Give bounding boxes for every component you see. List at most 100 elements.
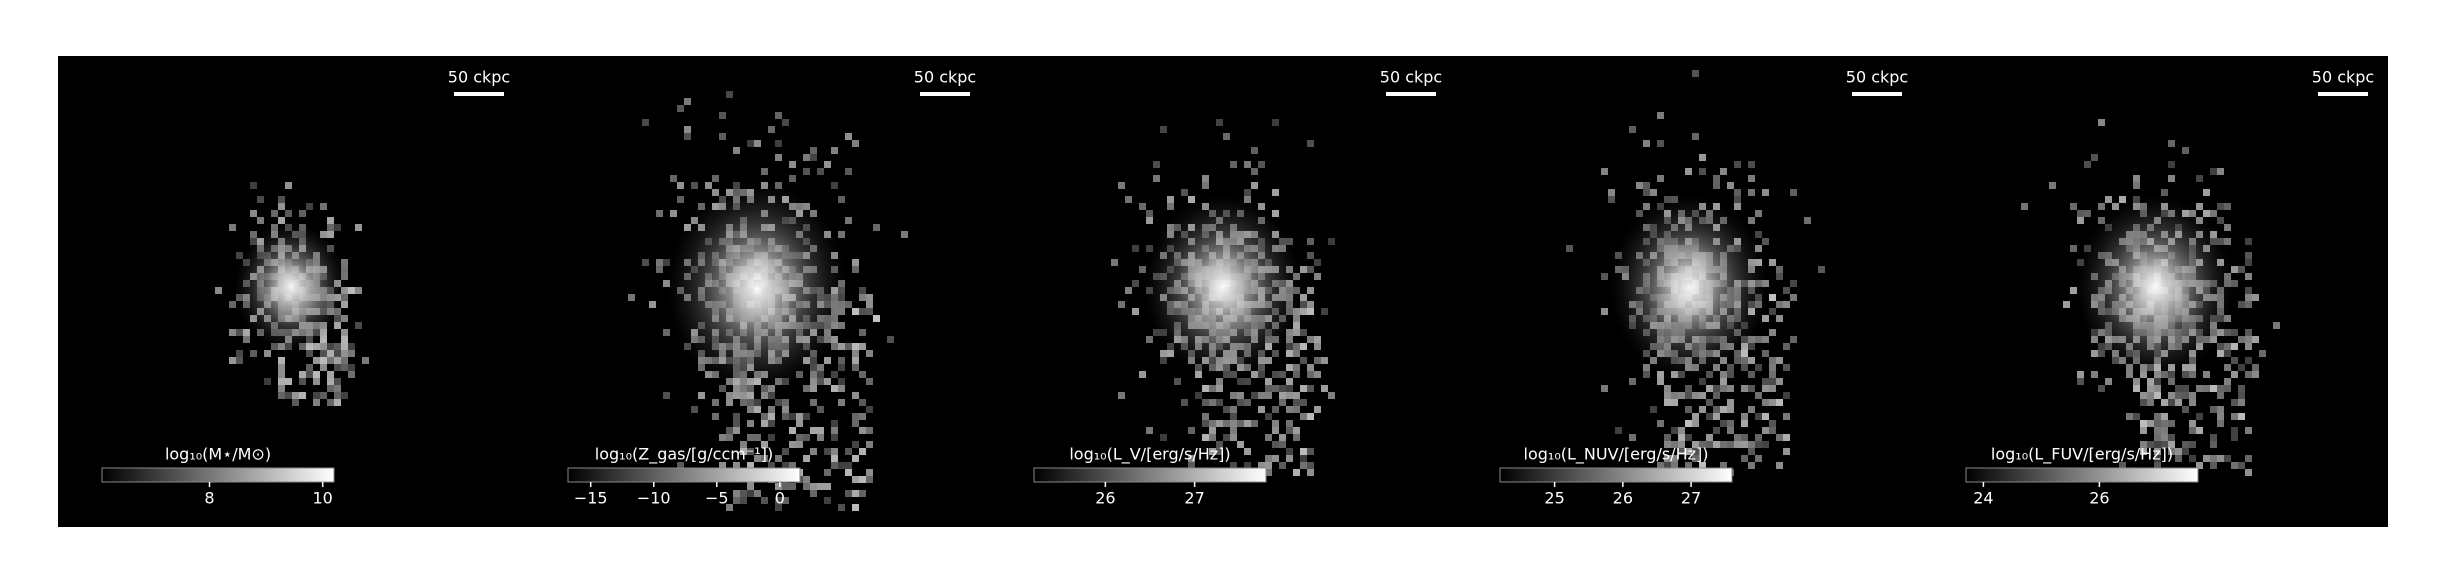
pixel <box>2133 175 2140 182</box>
pixel <box>1762 315 1769 322</box>
pixel <box>677 105 684 112</box>
pixel <box>838 378 845 385</box>
pixel <box>2189 371 2196 378</box>
pixel <box>2175 385 2182 392</box>
pixel <box>1132 280 1139 287</box>
pixel <box>1643 203 1650 210</box>
pixel <box>747 490 754 497</box>
pixel <box>1692 455 1699 462</box>
colorbar-tick-label: 24 <box>1973 489 1993 508</box>
pixel <box>1727 182 1734 189</box>
pixel <box>1776 378 1783 385</box>
pixel <box>2217 413 2224 420</box>
pixel <box>327 378 334 385</box>
pixel <box>733 427 740 434</box>
pixel <box>2098 385 2105 392</box>
pixel <box>1251 371 1258 378</box>
pixel <box>334 392 341 399</box>
pixel <box>1741 364 1748 371</box>
pixel <box>2231 371 2238 378</box>
pixel <box>719 434 726 441</box>
pixel <box>2161 413 2168 420</box>
pixel <box>663 280 670 287</box>
pixel <box>1132 308 1139 315</box>
pixel <box>1139 266 1146 273</box>
pixel <box>1167 203 1174 210</box>
pixel <box>1300 329 1307 336</box>
pixel <box>2217 168 2224 175</box>
pixel <box>1699 441 1706 448</box>
pixel <box>1300 448 1307 455</box>
pixel <box>1748 217 1755 224</box>
pixel <box>1762 238 1769 245</box>
pixel <box>817 371 824 378</box>
pixel <box>1762 399 1769 406</box>
pixel <box>1314 371 1321 378</box>
pixel <box>278 217 285 224</box>
pixel <box>1664 455 1671 462</box>
pixel <box>1762 336 1769 343</box>
pixel <box>2140 399 2147 406</box>
pixel <box>1244 399 1251 406</box>
pixel <box>1783 392 1790 399</box>
pixel <box>782 497 789 504</box>
pixel <box>1272 189 1279 196</box>
pixel <box>1314 336 1321 343</box>
pixel <box>775 154 782 161</box>
pixel <box>775 504 782 511</box>
pixel <box>327 350 334 357</box>
pixel <box>1272 441 1279 448</box>
pixel <box>2126 371 2133 378</box>
pixel <box>1769 371 1776 378</box>
pixel <box>1293 392 1300 399</box>
pixel <box>1293 364 1300 371</box>
pixel <box>852 266 859 273</box>
galaxy-core <box>234 222 348 352</box>
pixel <box>1272 371 1279 378</box>
pixel <box>1314 273 1321 280</box>
pixel <box>663 392 670 399</box>
pixel <box>677 196 684 203</box>
pixel <box>852 140 859 147</box>
pixel <box>1314 343 1321 350</box>
pixel <box>1643 189 1650 196</box>
pixel <box>712 189 719 196</box>
pixel <box>1146 427 1153 434</box>
pixel <box>1321 385 1328 392</box>
pixel <box>2238 392 2245 399</box>
colorbar <box>101 467 335 483</box>
pixel <box>1209 399 1216 406</box>
pixel <box>831 455 838 462</box>
pixel <box>1776 399 1783 406</box>
pixel <box>1608 189 1615 196</box>
pixel <box>1776 273 1783 280</box>
pixel <box>1125 196 1132 203</box>
pixel <box>1202 399 1209 406</box>
pixel <box>229 329 236 336</box>
pixel <box>761 392 768 399</box>
pixel <box>299 210 306 217</box>
pixel <box>1685 420 1692 427</box>
pixel <box>320 350 327 357</box>
pixel <box>803 154 810 161</box>
pixel <box>1237 420 1244 427</box>
pixel <box>1650 189 1657 196</box>
pixel <box>1265 455 1272 462</box>
pixel <box>1741 385 1748 392</box>
pixel <box>845 462 852 469</box>
pixel <box>1286 420 1293 427</box>
pixel <box>1741 413 1748 420</box>
pixel <box>789 175 796 182</box>
pixel <box>859 329 866 336</box>
pixel <box>768 462 775 469</box>
pixel <box>215 287 222 294</box>
pixel <box>859 343 866 350</box>
pixel <box>1314 259 1321 266</box>
pixel <box>1314 357 1321 364</box>
pixel <box>1783 448 1790 455</box>
pixel <box>817 427 824 434</box>
pixel <box>831 385 838 392</box>
pixel <box>2161 189 2168 196</box>
pixel <box>1741 441 1748 448</box>
pixel <box>348 287 355 294</box>
